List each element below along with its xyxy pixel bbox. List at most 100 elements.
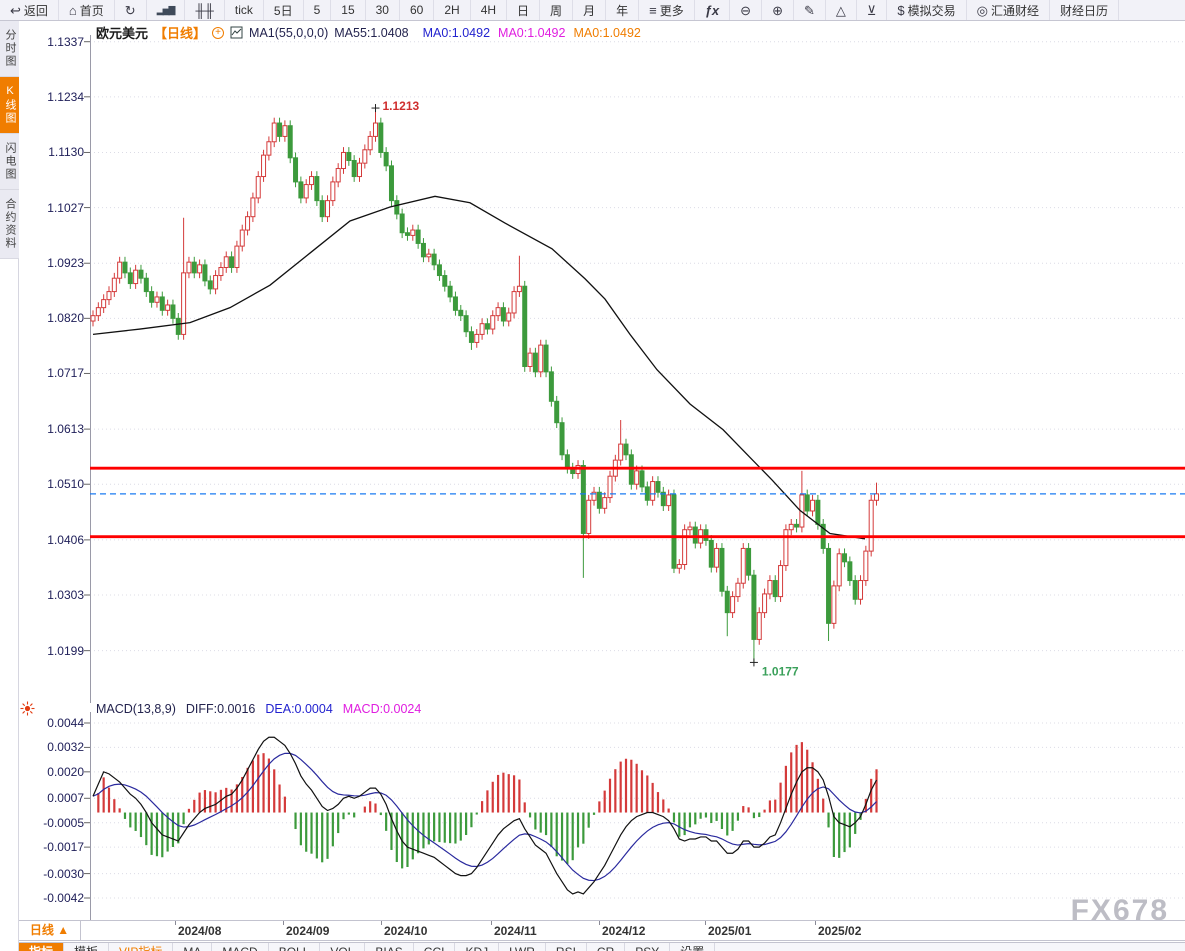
macd-axis-label-5: -0.0017 (43, 840, 84, 855)
ma-settings-label: MA1(55,0,0,0) (249, 25, 329, 40)
calendar-button[interactable]: 财经日历 (1050, 0, 1120, 20)
x-axis-tick-4 (599, 921, 600, 925)
ma55-value: MA55:1.0408 (334, 25, 409, 40)
x-axis-label-5: 2025/01 (708, 924, 752, 938)
timeframe-day[interactable]: 日 (507, 0, 541, 20)
price-axis-label-1: 1.1234 (47, 89, 84, 104)
period-label: 【日线】 (154, 26, 207, 41)
back-button[interactable]: ↩ 返回 (0, 0, 59, 20)
tab-RSI[interactable]: RSI (545, 943, 587, 951)
macd-diff-value: DIFF:0.0016 (185, 702, 256, 716)
macd-header: MACD(13,8,9) DIFF:0.0016 DEA:0.0004 MACD… (96, 702, 421, 716)
timeframe-30m[interactable]: 30 (366, 0, 400, 20)
add-indicator-icon[interactable]: + (212, 26, 225, 39)
price-axis-label-10: 1.0303 (47, 587, 84, 602)
x-axis-label-0: 2024/08 (178, 924, 222, 938)
tab-VOL[interactable]: VOL (320, 943, 366, 951)
tab-MACD[interactable]: MACD (212, 943, 269, 951)
timeframe-tick[interactable]: tick (225, 0, 264, 20)
x-axis-label-2: 2024/10 (384, 924, 428, 938)
timeframe-4h[interactable]: 4H (471, 0, 508, 20)
tab-BOLL[interactable]: BOLL (268, 943, 321, 951)
sidebar-item-time-chart[interactable]: 分时图 (0, 21, 19, 77)
period-selector[interactable]: 日线 ▲ (19, 921, 81, 940)
triangle-icon: △ (835, 2, 846, 18)
macd-hist-value: MACD:0.0024 (342, 702, 422, 716)
ma-values: MA0:1.0492 MA0:1.0492 MA0:1.0492 (415, 25, 641, 40)
price-axis-label-3: 1.1027 (47, 200, 84, 215)
macd-chart-canvas[interactable] (84, 712, 1185, 920)
timeframe-60m-label: 60 (409, 3, 424, 17)
timeframe-5d[interactable]: 5日 (264, 0, 304, 20)
sidebar-item-contract-info[interactable]: 合约资料 (0, 190, 19, 259)
more-button-label: 更多 (659, 3, 684, 18)
price-axis-label-9: 1.0406 (47, 532, 84, 547)
sidebar-item-lightning-chart[interactable]: 闪电图 (0, 134, 19, 190)
timeframe-5m[interactable]: 5 (304, 0, 332, 20)
chart-header: 欧元美元 【日线】 + MA1(55,0,0,0) MA55:1.0408 MA… (96, 23, 641, 42)
timeframe-day-label: 日 (517, 3, 530, 18)
price-axis-label-4: 1.0923 (47, 256, 84, 271)
tab-PSY[interactable]: PSY (625, 943, 671, 951)
calendar-button-label: 财经日历 (1060, 3, 1109, 18)
huitong-button[interactable]: ◎ 汇通财经 (967, 0, 1051, 20)
x-axis-tick-0 (175, 921, 176, 925)
vee-icon: ⊻ (866, 2, 877, 18)
menu-icon: ≡ (649, 2, 657, 18)
timeframe-2h[interactable]: 2H (434, 0, 471, 20)
home-button-label: 首页 (79, 3, 104, 18)
symbol-name: 欧元美元 (96, 26, 149, 41)
home-icon: ⌂ (68, 2, 77, 18)
macd-axis-label-4: -0.0005 (43, 815, 84, 830)
ma-value-0: MA0:1.0492 (422, 26, 491, 40)
pencil-icon: ✎ (803, 2, 815, 18)
home-button[interactable]: ⌂ 首页 (59, 0, 115, 20)
more-button[interactable]: ≡ 更多 (639, 0, 695, 20)
tab-LWR[interactable]: LWR (499, 943, 546, 951)
tab-MA[interactable]: MA (173, 943, 213, 951)
tab-CCI[interactable]: CCI (413, 943, 456, 951)
timeframe-tick-label: tick (234, 3, 253, 17)
timeframe-30m-label: 30 (375, 3, 389, 17)
vee-tool-button[interactable]: ⊻ (857, 0, 888, 20)
zoom-in-button[interactable]: ⊕ (762, 0, 794, 20)
timeframe-week-label: 周 (550, 3, 563, 18)
tab-KDJ[interactable]: KDJ (455, 943, 500, 951)
macd-axis-label-0: 0.0044 (47, 716, 84, 730)
ma-value-1: MA0:1.0492 (498, 26, 566, 40)
tab-设置[interactable]: 设置 (670, 943, 716, 951)
timeframe-5d-label: 5日 (273, 3, 293, 18)
timeframe-4h-label: 4H (480, 3, 497, 17)
x-axis-tick-3 (491, 921, 492, 925)
refresh-button[interactable]: ↻ (115, 0, 147, 20)
price-axis-label-0: 1.1337 (47, 34, 84, 49)
timeframe-15m-label: 15 (341, 3, 355, 17)
timeframe-month[interactable]: 月 (573, 0, 607, 20)
indicator-settings-sun-icon[interactable] (20, 701, 35, 716)
sidebar-item-kline-chart[interactable]: K线图 (0, 77, 19, 134)
main-chart-canvas[interactable]: 1.1213 1.0177 (84, 35, 1185, 703)
timeframe-week[interactable]: 周 (540, 0, 574, 20)
timeframe-15m[interactable]: 15 (331, 0, 366, 20)
tab-VIP指标[interactable]: VIP指标 (109, 943, 174, 951)
tab-指标[interactable]: 指标 (19, 943, 65, 951)
draw-button[interactable]: ✎ (794, 0, 826, 20)
timeframe-60m[interactable]: 60 (400, 0, 435, 20)
tab-CR[interactable]: CR (586, 943, 626, 951)
sim-trade-button[interactable]: $ 模拟交易 (887, 0, 967, 20)
low-annotation: 1.0177 (762, 664, 799, 678)
period-selector-label: 日线 (29, 923, 54, 937)
triangle-tool-button[interactable]: △ (826, 0, 857, 20)
dollar-icon: $ (897, 2, 905, 18)
candle-chart-button[interactable]: ╫╫ (185, 0, 225, 20)
zoom-out-button[interactable]: ⊖ (730, 0, 763, 20)
tab-模板[interactable]: 模板 (64, 943, 110, 951)
timeframe-year[interactable]: 年 (606, 0, 640, 20)
candlestick-icon: ╫╫ (195, 2, 214, 18)
fx-icon: ƒx (704, 2, 720, 18)
tab-BIAS[interactable]: BIAS (365, 943, 414, 951)
indicator-fx-button[interactable]: ƒx (695, 0, 731, 20)
trend-chart-button[interactable]: ▂▅▇ (147, 0, 186, 20)
huitong-button-label: 汇通财经 (991, 3, 1040, 18)
macd-axis-label-3: 0.0007 (47, 791, 84, 806)
